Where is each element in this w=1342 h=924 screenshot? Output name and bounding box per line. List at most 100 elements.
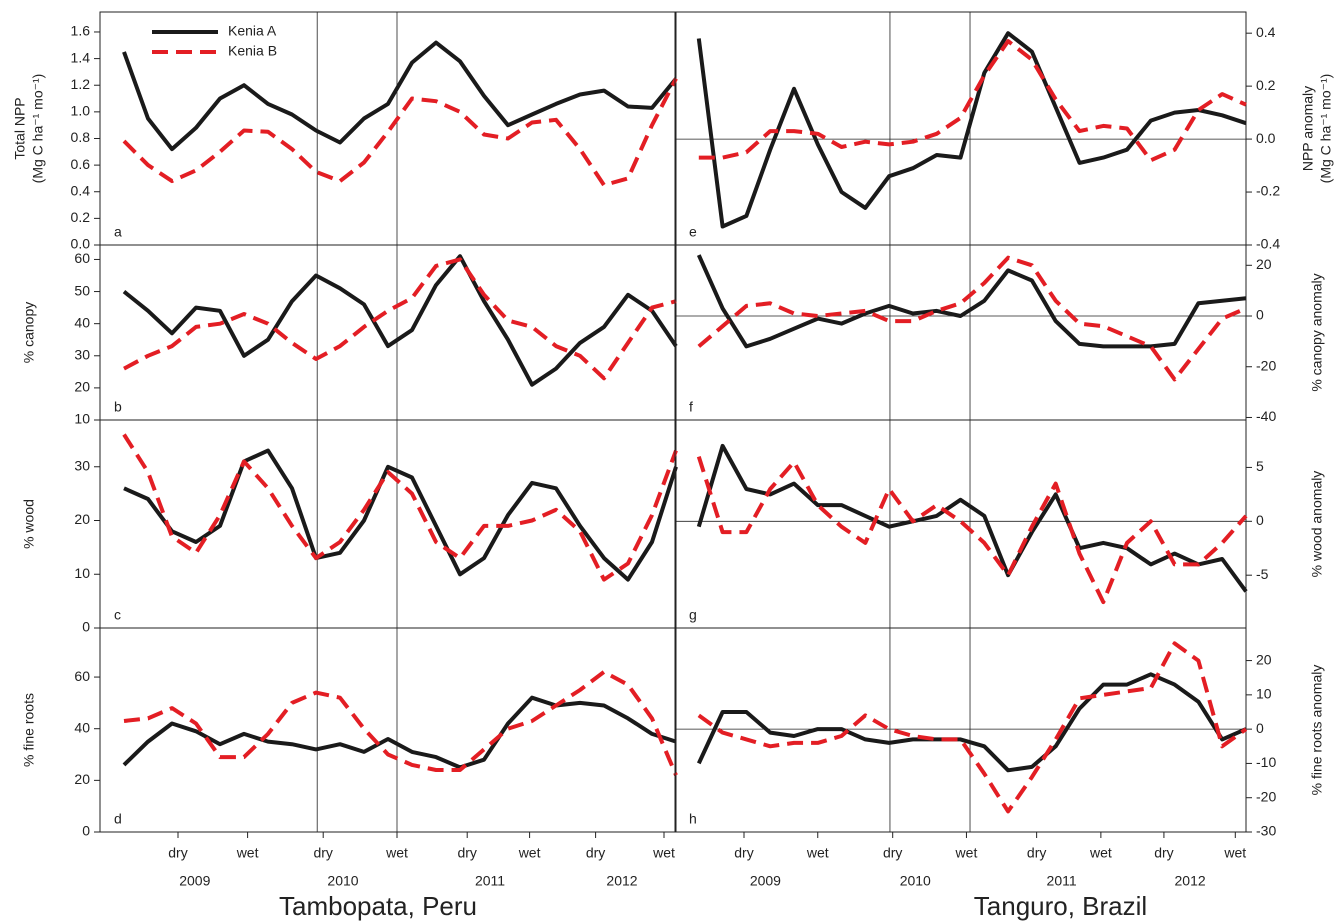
y-tick-label: 30 <box>74 346 90 362</box>
y-tick-label: 20 <box>1256 651 1272 667</box>
y-tick-label: 0.0 <box>1256 130 1276 146</box>
x-tick-label: dry <box>883 845 902 861</box>
y-tick-label: 60 <box>74 668 90 684</box>
y-axis-label: % wood anomaly <box>1309 471 1325 578</box>
legend-label: Kenia A <box>228 23 277 39</box>
y-tick-label: 0 <box>82 823 90 839</box>
y-tick-label: 20 <box>74 771 90 787</box>
panel-frame <box>674 11 1247 246</box>
series-line <box>123 257 677 381</box>
panel-frame <box>674 627 1247 833</box>
y-axis-label: % fine roots <box>21 693 37 767</box>
panel-letter: h <box>689 811 697 827</box>
series-line <box>696 455 1248 605</box>
y-axis-label: (Mg C ha⁻¹ mo⁻¹) <box>30 74 46 184</box>
y-tick-label: 10 <box>74 565 90 581</box>
year-label: 2010 <box>900 873 931 889</box>
site-title: Tambopata, Peru <box>279 891 477 921</box>
series-line <box>697 255 1247 382</box>
panel-letter: e <box>689 224 697 240</box>
y-tick-label: -0.2 <box>1256 183 1280 199</box>
y-tick-label: -20 <box>1256 357 1276 373</box>
site-title: Tanguro, Brazil <box>974 891 1147 921</box>
x-tick-label: dry <box>1027 845 1046 861</box>
series-line <box>696 443 1248 593</box>
x-tick-label: dry <box>168 845 187 861</box>
year-label: 2012 <box>1175 873 1206 889</box>
y-axis-label: (Mg C ha⁻¹ mo⁻¹) <box>1318 74 1334 184</box>
x-tick-label: wet <box>806 845 829 861</box>
year-label: 2009 <box>179 873 210 889</box>
y-tick-label: -30 <box>1256 823 1276 839</box>
y-tick-label: 40 <box>74 719 90 735</box>
year-label: 2009 <box>750 873 781 889</box>
y-tick-label: 0.4 <box>71 182 91 198</box>
y-tick-label: 0.4 <box>1256 24 1276 40</box>
panel-letter: d <box>114 811 122 827</box>
y-axis-label: % fine roots anomaly <box>1309 665 1325 796</box>
series-line <box>122 254 678 387</box>
y-tick-label: 10 <box>74 411 90 427</box>
y-axis-label: Total NPP <box>12 97 28 159</box>
y-tick-label: -10 <box>1256 754 1276 770</box>
series-line <box>696 31 1247 229</box>
y-tick-label: 40 <box>74 314 90 330</box>
panel-letter: b <box>114 399 122 415</box>
series-line <box>122 695 677 770</box>
x-tick-label: wet <box>955 845 978 861</box>
y-axis-label: % canopy <box>21 302 37 363</box>
x-tick-label: dry <box>457 845 476 861</box>
series-line <box>122 40 678 152</box>
y-axis-label: % wood <box>21 499 37 549</box>
series-line <box>696 254 1247 349</box>
y-tick-label: 0.0 <box>71 236 91 252</box>
y-tick-label: 20 <box>74 511 90 527</box>
x-tick-label: dry <box>313 845 332 861</box>
series-line <box>122 433 678 582</box>
y-tick-label: 1.6 <box>71 23 91 39</box>
series-line <box>122 77 678 188</box>
x-tick-label: dry <box>734 845 753 861</box>
y-axis-label: % canopy anomaly <box>1309 273 1325 391</box>
series-line <box>123 669 678 776</box>
y-tick-label: -5 <box>1256 566 1269 582</box>
x-tick-label: wet <box>652 845 675 861</box>
y-tick-label: 0.2 <box>1256 77 1276 93</box>
y-tick-label: 20 <box>74 379 90 395</box>
y-tick-label: 20 <box>1256 256 1272 272</box>
y-tick-label: 0.8 <box>71 129 91 145</box>
year-label: 2012 <box>606 873 637 889</box>
year-label: 2011 <box>1047 873 1077 889</box>
y-tick-label: 5 <box>1256 458 1264 474</box>
panel-frame <box>99 11 677 246</box>
x-tick-label: wet <box>1223 845 1246 861</box>
panel-frame <box>674 244 1247 421</box>
y-tick-label: -40 <box>1256 408 1276 424</box>
series-line <box>696 672 1247 773</box>
y-tick-label: 30 <box>74 457 90 473</box>
panel-letter: c <box>114 607 121 623</box>
y-tick-label: 0 <box>1256 512 1264 528</box>
series-line <box>698 39 1247 163</box>
panel-letter: f <box>689 399 693 415</box>
y-tick-label: -20 <box>1256 788 1276 804</box>
y-tick-label: 1.4 <box>71 49 91 65</box>
year-label: 2011 <box>475 873 505 889</box>
x-tick-label: wet <box>1089 845 1112 861</box>
y-tick-label: 0 <box>1256 720 1264 736</box>
x-tick-label: wet <box>385 845 408 861</box>
y-tick-label: 1.2 <box>71 76 91 92</box>
y-tick-label: 0 <box>82 619 90 635</box>
y-tick-label: 0.2 <box>71 209 91 225</box>
y-tick-label: 0.6 <box>71 156 91 172</box>
y-tick-label: 60 <box>74 250 90 266</box>
x-tick-label: wet <box>518 845 541 861</box>
x-tick-label: dry <box>586 845 605 861</box>
y-tick-label: 50 <box>74 282 90 298</box>
panel-letter: a <box>114 224 122 240</box>
x-tick-label: dry <box>1154 845 1173 861</box>
y-tick-label: 0 <box>1256 307 1264 323</box>
legend-label: Kenia B <box>228 43 277 59</box>
y-axis-label: NPP anomaly <box>1300 86 1316 171</box>
